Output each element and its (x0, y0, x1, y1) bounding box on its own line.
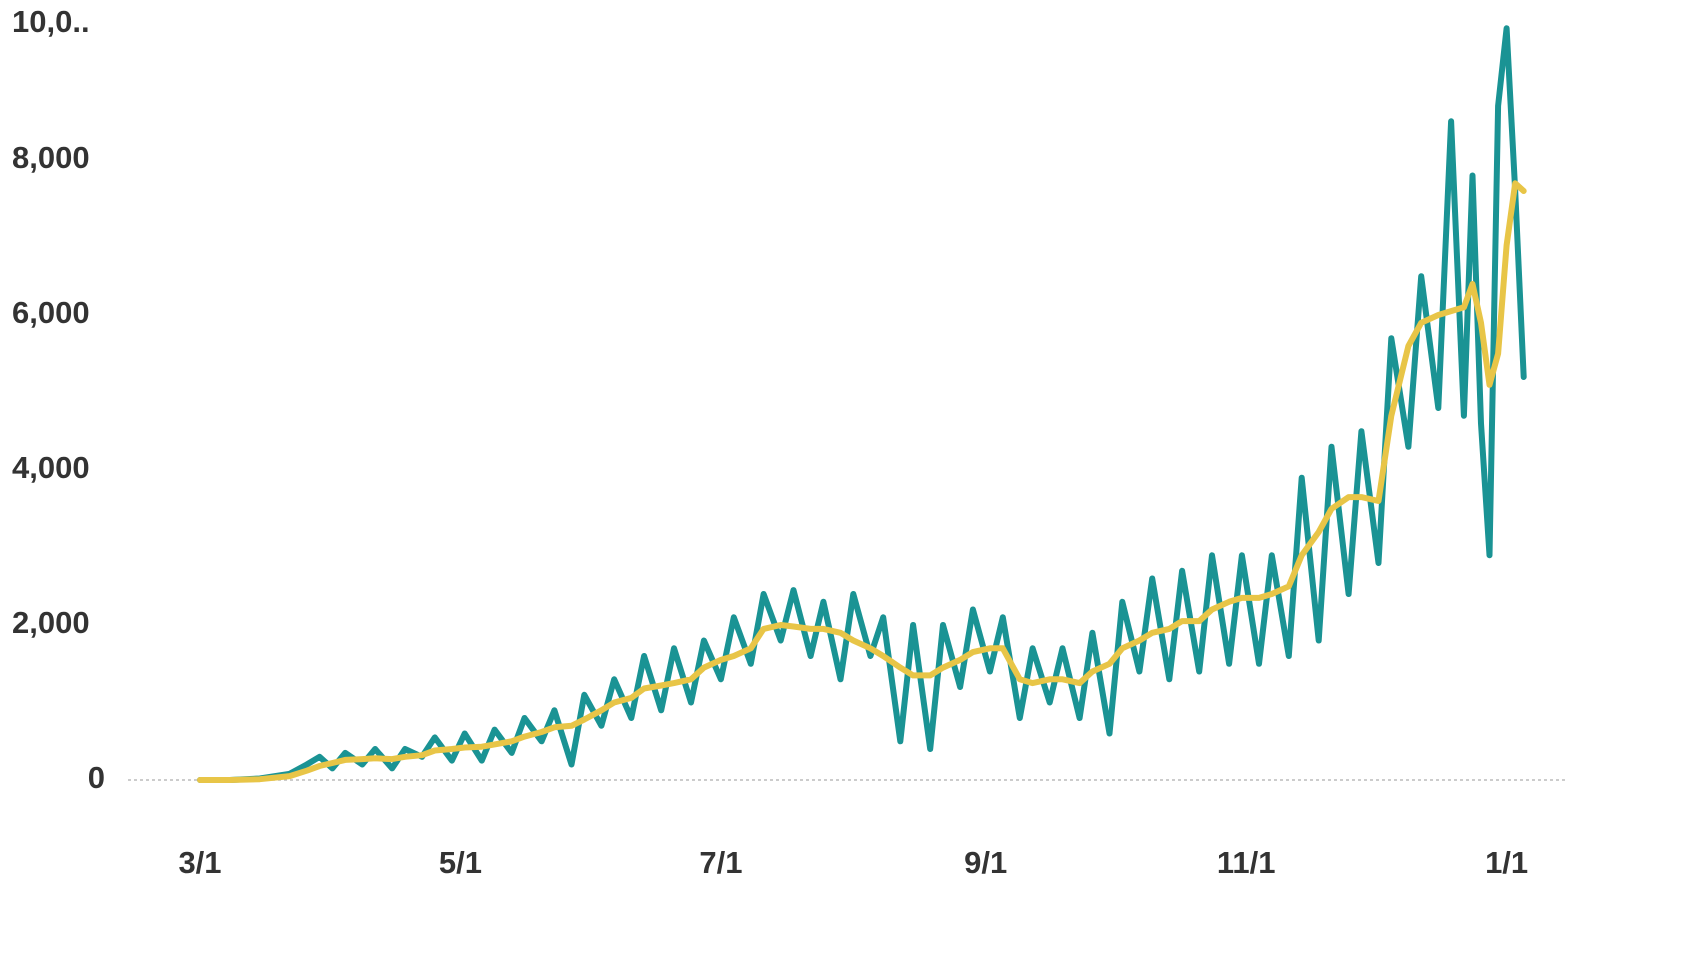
y-tick-label: 2,000 (12, 605, 90, 640)
data-line (197, 25, 1527, 783)
x-tick-label: 9/1 (964, 845, 1007, 880)
x-tick-label: 7/1 (699, 845, 742, 880)
x-tick-label: 11/1 (1217, 845, 1276, 880)
x-tick-label: 5/1 (439, 845, 482, 880)
y-tick-label: 6,000 (12, 295, 90, 330)
x-tick-label: 1/1 (1485, 845, 1528, 880)
y-tick-label: 0 (88, 760, 105, 795)
y-tick-label: 8,000 (12, 140, 90, 175)
y-tick-label: 4,000 (12, 450, 90, 485)
data-line (197, 180, 1527, 783)
x-tick-label: 3/1 (178, 845, 221, 880)
y-tick-label: 10,0.. (12, 4, 90, 39)
